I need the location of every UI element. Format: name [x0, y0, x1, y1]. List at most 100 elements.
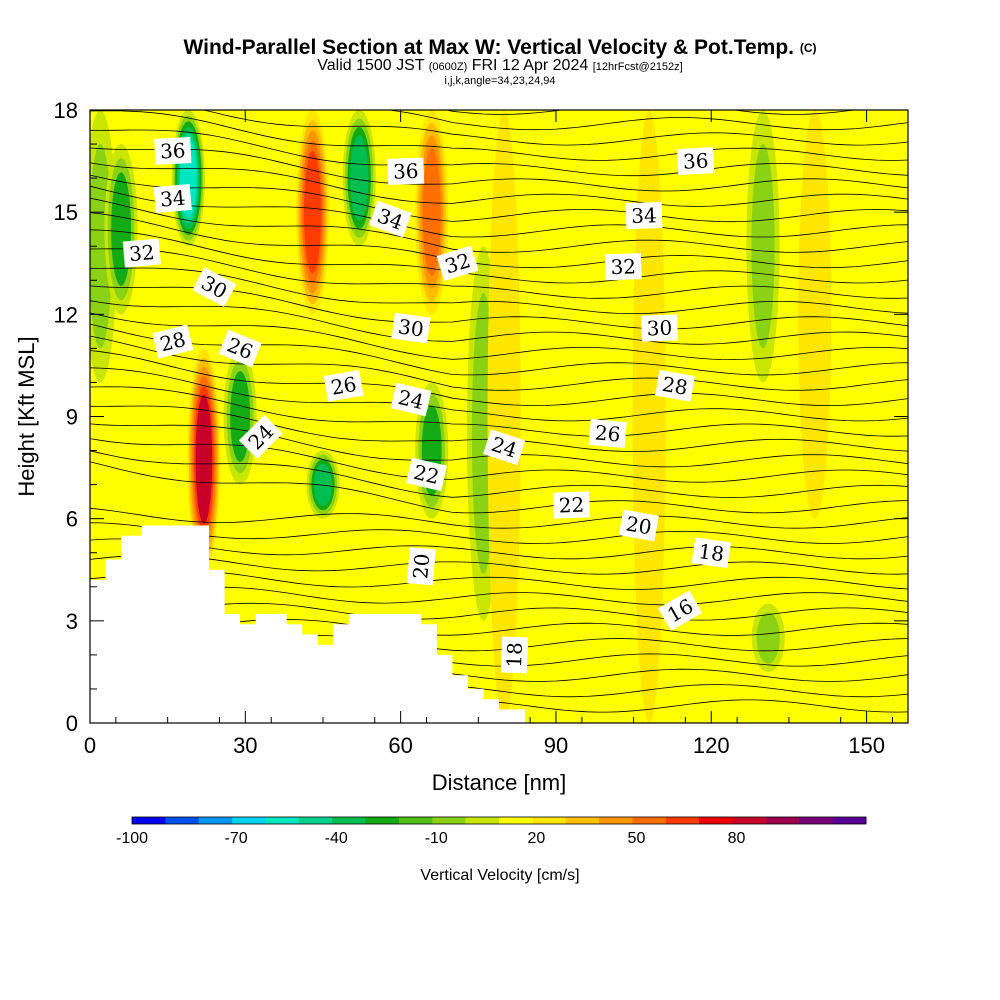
contour-label-box [323, 369, 364, 402]
contour-label-text: 22 [411, 460, 441, 489]
contour-label-2: 32 [122, 238, 161, 268]
theta-contour-14 [90, 450, 908, 499]
contour-label-text: 28 [158, 327, 189, 356]
x-tick-label: 30 [233, 733, 257, 758]
colorbar-frame [131, 816, 867, 825]
colorbar-swatch [132, 817, 166, 824]
colorbar-swatch [765, 817, 800, 824]
theta-contour-7 [90, 586, 908, 606]
velocity-band-5 [304, 150, 322, 274]
theta-contour-34 [90, 147, 908, 192]
chart-title: Wind-Parallel Section at Max W: Vertical… [183, 36, 817, 59]
contour-label-15: 24 [483, 429, 526, 466]
colorbar-swatch [532, 817, 567, 824]
velocity-band-13 [751, 144, 775, 349]
indices-line: i,j,k,angle=34,23,24,94 [444, 75, 556, 87]
colorbar-swatch [799, 817, 834, 824]
contour-label-text: 30 [646, 316, 672, 341]
contour-label-box [368, 200, 412, 238]
colorbar: -100 -70 -40 -10 20 50 80 Vertical Velocity [cm… [116, 816, 867, 884]
velocity-band-1 [111, 172, 132, 286]
contour-label-box [122, 238, 161, 268]
theta-contour-8 [90, 570, 908, 590]
x-tick-label: 0 [84, 733, 96, 758]
contour-label-text: 36 [682, 148, 709, 173]
colorbar-swatch [632, 817, 667, 824]
theta-contour-36 [90, 110, 908, 161]
theta-contour-35 [90, 129, 908, 177]
theta-contour-26 [90, 267, 908, 314]
contour-label-18: 34 [625, 201, 663, 230]
contour-label-17: 36 [677, 147, 715, 176]
contour-label-9: 36 [387, 157, 425, 185]
contour-label-text: 18 [502, 642, 527, 668]
theta-contour-28 [90, 229, 908, 284]
contour-label-text: 20 [624, 511, 653, 539]
contour-label-box [677, 147, 715, 176]
colorbar-swatch [499, 817, 533, 824]
y-tick-label: 3 [66, 609, 78, 634]
theta-contour-24 [90, 300, 908, 345]
contour-label-box [655, 369, 695, 402]
y-tick-label: 9 [66, 405, 78, 430]
contour-label-box [588, 418, 627, 449]
colorbar-label: -70 [225, 830, 248, 847]
contour-label-box [387, 157, 425, 185]
theta-contour-19 [90, 367, 908, 422]
theta-contour-10 [90, 538, 908, 560]
contour-label-text: 18 [697, 539, 726, 566]
contour-label-21: 28 [655, 369, 695, 402]
theta-contours [90, 110, 908, 713]
contour-label-23: 22 [553, 491, 590, 519]
contour-label-text: 34 [159, 185, 186, 211]
theta-contour-20 [90, 350, 908, 407]
contour-label-box [625, 201, 663, 230]
colorbar-swatch [365, 817, 400, 824]
contour-label-box [436, 245, 479, 281]
velocity-band-6 [313, 463, 333, 506]
colorbar-swatch [232, 817, 266, 824]
contour-label-text: 24 [396, 385, 426, 414]
contour-label-16: 18 [500, 636, 529, 674]
y-tick-label: 18 [54, 98, 78, 123]
contour-label-text: 28 [660, 372, 689, 400]
y-tick-label: 6 [66, 507, 78, 532]
contour-label-box [152, 324, 194, 359]
contour-label-7: 26 [323, 369, 364, 402]
x-tick-label: 60 [388, 733, 412, 758]
contour-label-text: 26 [594, 420, 621, 446]
colorbar-label: -100 [116, 830, 148, 847]
contour-label-text: 32 [128, 240, 155, 266]
velocity-band-15 [798, 110, 832, 519]
theta-contour-11 [90, 522, 908, 544]
contour-label-text: 26 [329, 372, 358, 400]
colorbar-swatch [832, 817, 867, 824]
colorbar-swatch [165, 817, 200, 824]
contour-label-19: 32 [604, 253, 642, 281]
colorbar-swatch [665, 817, 700, 824]
contour-label-box [618, 509, 659, 542]
contour-label-24: 20 [618, 509, 659, 542]
contour-label-text: 36 [159, 138, 186, 163]
contour-label-text: 30 [397, 314, 426, 341]
colorbar-label: 80 [728, 830, 746, 847]
contour-label-11: 32 [436, 245, 479, 281]
y-tick-label: 12 [54, 302, 78, 327]
colorbar-swatch [198, 817, 233, 824]
velocity-band-7 [350, 135, 369, 221]
colorbar-title: Vertical Velocity [cm/s] [420, 867, 579, 884]
chart-title-block: Wind-Parallel Section at Max W: Vertical… [0, 36, 1000, 87]
x-tick-label: 90 [544, 733, 568, 758]
theta-contour-32 [90, 174, 908, 223]
contour-label-box [641, 314, 678, 342]
contour-label-box [500, 636, 529, 674]
contour-label-box [390, 382, 432, 417]
y-tick-label: 0 [66, 711, 78, 736]
contour-label-box [406, 457, 447, 492]
theta-contour-18 [90, 386, 908, 437]
theta-contour-23 [90, 312, 908, 361]
colorbar-swatch [732, 817, 767, 824]
velocity-band-14 [756, 612, 780, 664]
colorbar-swatch [699, 817, 734, 824]
